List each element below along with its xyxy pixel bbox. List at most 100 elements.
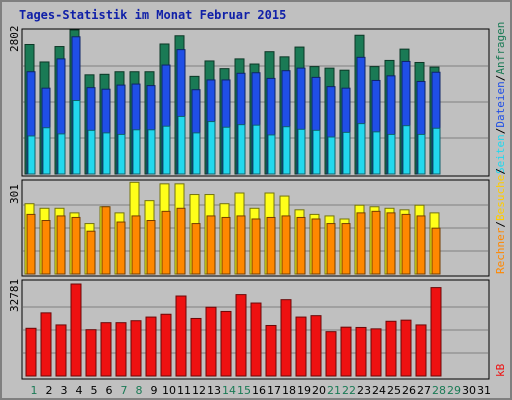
kb-bar [280,299,292,377]
x-tick-label: 25 [387,384,401,397]
seiten-bar [282,126,291,175]
x-tick-label: 29 [447,384,461,397]
seiten-bar [102,132,111,175]
rechner-bar [296,216,306,275]
seiten-bar [42,127,51,175]
kb-bar [235,294,247,377]
seiten-bar [87,129,96,175]
rechner-bar [311,218,321,275]
rechner-bar [101,206,111,275]
legend-anfragen: Anfragen [494,22,507,75]
rechner-bar [221,216,231,275]
kb-bar [265,324,277,377]
x-tick-label: 1 [31,384,38,397]
kb-bar [370,328,382,377]
seiten-bar [162,125,171,175]
seiten-bar [312,129,321,175]
legend-middle: Rechner/Besuche/ [494,168,507,274]
rechner-bar [176,207,186,275]
x-tick-label: 11 [177,384,191,397]
kb-bar [310,315,322,377]
kb-bar [295,316,307,377]
seiten-bar [267,134,276,175]
seiten-bar [57,133,66,175]
kb-bar [100,322,112,377]
legend-rechner: Rechner [494,227,507,274]
x-tick-label: 18 [282,384,296,397]
chart-title: Tages-Statistik im Monat Februar 2015 [19,8,287,22]
legend-seiten: Seiten [494,134,507,174]
x-tick-label: 24 [372,384,386,397]
seiten-bar [342,131,351,175]
rechner-bar [266,216,276,275]
rechner-bar [236,215,246,275]
rechner-bar [131,215,141,275]
kb-bar [325,331,337,377]
panel-mid-max-label: 301 [8,184,21,204]
rechner-bar [41,220,51,275]
x-tick-label: 14 [222,384,236,397]
x-tick-label: 15 [237,384,251,397]
rechner-bar [326,223,336,275]
rechner-bar [386,212,396,275]
x-tick-label: 31 [477,384,491,397]
x-tick-label: 3 [61,384,68,397]
kb-bar [175,295,187,377]
kb-bar [130,320,142,377]
rechner-bar [161,210,171,275]
legend-besuche: Besuche [494,175,507,221]
kb-bar [220,310,232,377]
kb-bar [415,324,427,377]
rechner-bar [26,213,36,275]
x-tick-label: 5 [91,384,98,397]
seiten-bar [237,124,246,175]
x-tick-label: 19 [297,384,311,397]
x-tick-label: 13 [207,384,221,397]
kb-bar [145,316,157,377]
legend-kb: kB [494,363,507,377]
rechner-bar [71,216,81,275]
kb-bar [160,313,172,377]
rechner-bar [356,212,366,275]
x-tick-label: 21 [327,384,341,397]
rechner-bar [341,223,351,275]
x-tick-label: 6 [106,384,113,397]
kb-bar [355,326,367,377]
seiten-bar [252,124,261,175]
rechner-bar [206,215,216,275]
seiten-bar [207,121,216,175]
x-tick-label: 17 [267,384,281,397]
seiten-bar [297,128,306,175]
kb-bar [250,302,262,377]
x-tick-label: 4 [76,384,83,397]
seiten-bar [192,132,201,175]
kb-bar [40,312,52,377]
rechner-bar [401,213,411,275]
kb-bar [430,287,442,377]
rechner-bar [191,223,201,275]
legend-sep-3: / [494,128,507,135]
legend-top: Seiten/Dateien/Anfragen [494,22,507,174]
seiten-bar [357,123,366,175]
seiten-bar [432,127,441,175]
x-tick-label: 7 [121,384,128,397]
x-tick-label: 23 [357,384,371,397]
seiten-bar [372,131,381,175]
seiten-bar [177,115,186,175]
x-tick-label: 20 [312,384,326,397]
kb-bar [190,317,202,377]
legend-sep-4: / [494,221,507,228]
seiten-bar [417,133,426,175]
kb-bar [400,319,412,377]
panel-top-max-label: 2802 [8,26,21,53]
rechner-bar [86,230,96,275]
x-tick-label: 10 [162,384,176,397]
seiten-bar [327,136,336,175]
kb-bar [340,326,352,377]
x-tick-label: 8 [136,384,143,397]
x-tick-label: 12 [192,384,206,397]
legend-dateien: Dateien [494,81,507,127]
kb-bar [85,329,97,377]
x-tick-label: 26 [402,384,416,397]
